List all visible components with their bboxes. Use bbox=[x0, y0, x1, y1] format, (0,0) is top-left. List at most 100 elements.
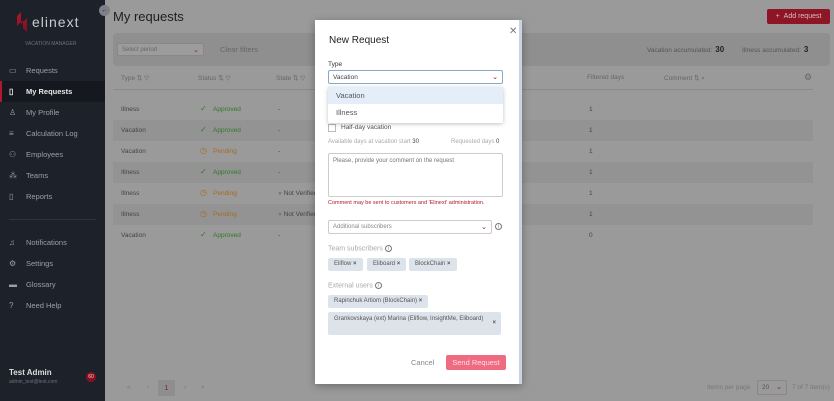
comment-warning: Comment may be sent to customers and 'El… bbox=[328, 200, 485, 206]
option-illness[interactable]: Illness bbox=[336, 108, 358, 117]
cell-filtered-days: 1 bbox=[589, 106, 593, 113]
sidebar-item-my-requests[interactable]: ▯ My Requests bbox=[0, 81, 105, 102]
additional-subscribers-select[interactable]: Additional subscribers ⌄ bbox=[328, 220, 492, 234]
modal-title: New Request bbox=[329, 35, 390, 46]
status-badge: Pending bbox=[213, 190, 237, 197]
table-row[interactable]: Vacation ◷ Pending - 1 bbox=[113, 141, 813, 162]
divider bbox=[9, 219, 96, 220]
team-chip: Eliflow × bbox=[328, 258, 363, 271]
clock-icon: ◷ bbox=[200, 146, 207, 155]
table-row[interactable]: Illness ✓ Approved - 1 bbox=[113, 99, 813, 120]
remove-icon[interactable]: × bbox=[353, 261, 357, 267]
cell-filtered-days: 1 bbox=[589, 169, 593, 176]
close-icon[interactable]: ✕ bbox=[509, 26, 518, 37]
users-icon: ⚇ bbox=[9, 150, 17, 159]
column-state[interactable]: State ⇅ ▽ bbox=[276, 75, 306, 82]
table-row[interactable]: Illness ◷ Pending ● Not Verified 1 bbox=[113, 183, 813, 204]
cell-type: Illness bbox=[121, 169, 140, 176]
table-row[interactable]: Vacation ✓ Approved - 0 bbox=[113, 225, 813, 246]
status-badge: Pending bbox=[213, 211, 237, 218]
sidebar-item-settings[interactable]: ⚙ Settings bbox=[0, 253, 105, 274]
collapse-sidebar-button[interactable]: ← bbox=[99, 5, 110, 16]
requested-days: Requested days 0 bbox=[451, 139, 500, 145]
cell-state: ● Not Verified bbox=[278, 211, 318, 218]
team-subscribers-label: Team subscribers i bbox=[328, 245, 392, 252]
external-users-label: External users i bbox=[328, 282, 382, 289]
sidebar-item-label: Glossary bbox=[26, 280, 56, 289]
sidebar-item-glossary[interactable]: ▬ Glossary bbox=[0, 274, 105, 295]
cell-filtered-days: 1 bbox=[589, 127, 593, 134]
folder-icon: ▭ bbox=[9, 66, 17, 75]
sidebar-item-label: My Profile bbox=[26, 108, 60, 117]
cell-type: Illness bbox=[121, 190, 140, 197]
last-page-button[interactable]: » bbox=[201, 384, 205, 391]
cell-filtered-days: 1 bbox=[589, 190, 593, 197]
team-chip: Eliboard × bbox=[367, 258, 407, 271]
half-day-checkbox[interactable] bbox=[328, 124, 336, 132]
type-label: Type bbox=[328, 61, 343, 68]
info-icon[interactable]: i bbox=[495, 223, 502, 230]
type-select[interactable]: Vacation ⌄ bbox=[328, 70, 503, 84]
comment-textarea[interactable] bbox=[328, 153, 503, 197]
chevron-down-icon: ⌄ bbox=[776, 384, 782, 391]
sidebar-item-employees[interactable]: ⚇ Employees bbox=[0, 144, 105, 165]
check-circle-icon: ✓ bbox=[200, 104, 207, 113]
check-circle-icon: ✓ bbox=[200, 230, 207, 239]
cell-type: Vacation bbox=[121, 148, 146, 155]
sidebar-item-teams[interactable]: ⁂ Teams bbox=[0, 165, 105, 186]
sidebar-item-need-help[interactable]: ? Need Help bbox=[0, 295, 105, 316]
column-type[interactable]: Type ⇅ ▽ bbox=[121, 75, 150, 82]
vacation-accumulated: Vacation accumulated: 30 bbox=[647, 45, 725, 54]
remove-icon[interactable]: × bbox=[492, 320, 496, 326]
remove-icon[interactable]: × bbox=[396, 261, 401, 267]
cell-filtered-days: 1 bbox=[589, 211, 593, 218]
sidebar-item-label: Teams bbox=[26, 171, 49, 180]
page-title: My requests bbox=[113, 9, 184, 24]
document-icon: ▯ bbox=[9, 87, 14, 96]
column-comment[interactable]: Comment ⇅ ⌕ bbox=[664, 75, 705, 82]
column-status[interactable]: Status ⇅ ▽ bbox=[198, 75, 231, 82]
type-dropdown: Vacation Illness bbox=[328, 87, 503, 123]
sidebar-item-label: Notifications bbox=[26, 238, 67, 247]
sidebar-item-label: Employees bbox=[26, 150, 64, 159]
cell-type: Illness bbox=[121, 211, 140, 218]
cancel-button[interactable]: Cancel bbox=[411, 358, 435, 367]
select-period-dropdown[interactable]: Select period ⌄ bbox=[117, 43, 204, 56]
first-page-button[interactable]: « bbox=[127, 384, 131, 391]
sidebar-item-notifications[interactable]: ♫ Notifications bbox=[0, 232, 105, 253]
sidebar-item-calculation-log[interactable]: ≡ Calculation Log bbox=[0, 123, 105, 144]
option-vacation[interactable]: Vacation bbox=[328, 87, 503, 104]
notification-badge[interactable]: 60 bbox=[86, 372, 96, 382]
cell-state: - bbox=[278, 106, 281, 113]
column-filtered-days: Filtered days bbox=[587, 74, 625, 81]
plus-icon: + bbox=[775, 13, 780, 20]
cell-state: ● Not Verified bbox=[278, 190, 318, 197]
items-total: 7 of 7 item(s) bbox=[792, 384, 830, 391]
clock-icon: ◷ bbox=[200, 209, 207, 218]
cell-type: Illness bbox=[121, 106, 140, 113]
items-per-page-select[interactable]: 20 ⌄ bbox=[757, 380, 787, 395]
team-icon: ⁂ bbox=[9, 171, 17, 180]
next-page-button[interactable]: › bbox=[184, 384, 187, 391]
cell-filtered-days: 1 bbox=[589, 148, 593, 155]
half-day-label: Half-day vacation bbox=[341, 124, 392, 131]
sidebar-item-reports[interactable]: ▯ Reports bbox=[0, 186, 105, 207]
page-1-button[interactable]: 1 bbox=[158, 380, 175, 396]
remove-icon[interactable]: × bbox=[418, 298, 423, 304]
prev-page-button[interactable]: ‹ bbox=[147, 384, 150, 391]
sidebar-item-my-profile[interactable]: ♙ My Profile bbox=[0, 102, 105, 123]
sidebar-item-label: Settings bbox=[26, 259, 54, 268]
status-badge: Approved bbox=[213, 106, 241, 113]
status-badge: Pending bbox=[213, 148, 237, 155]
clear-filters-button[interactable]: Clear filters bbox=[220, 45, 258, 54]
add-request-button[interactable]: + Add request bbox=[767, 9, 830, 24]
send-request-button[interactable]: Send Request bbox=[446, 355, 506, 370]
gear-icon[interactable]: ⚙ bbox=[804, 72, 813, 82]
remove-icon[interactable]: × bbox=[447, 261, 451, 267]
list-icon: ≡ bbox=[9, 129, 14, 138]
cell-state: - bbox=[278, 169, 281, 176]
sidebar-item-requests[interactable]: ▭ Requests bbox=[0, 60, 105, 81]
cell-type: Vacation bbox=[121, 127, 146, 134]
new-request-modal: New Request ✕ Type Vacation ⌄ Half-day va… bbox=[315, 20, 522, 384]
cell-type: Vacation bbox=[121, 232, 146, 239]
